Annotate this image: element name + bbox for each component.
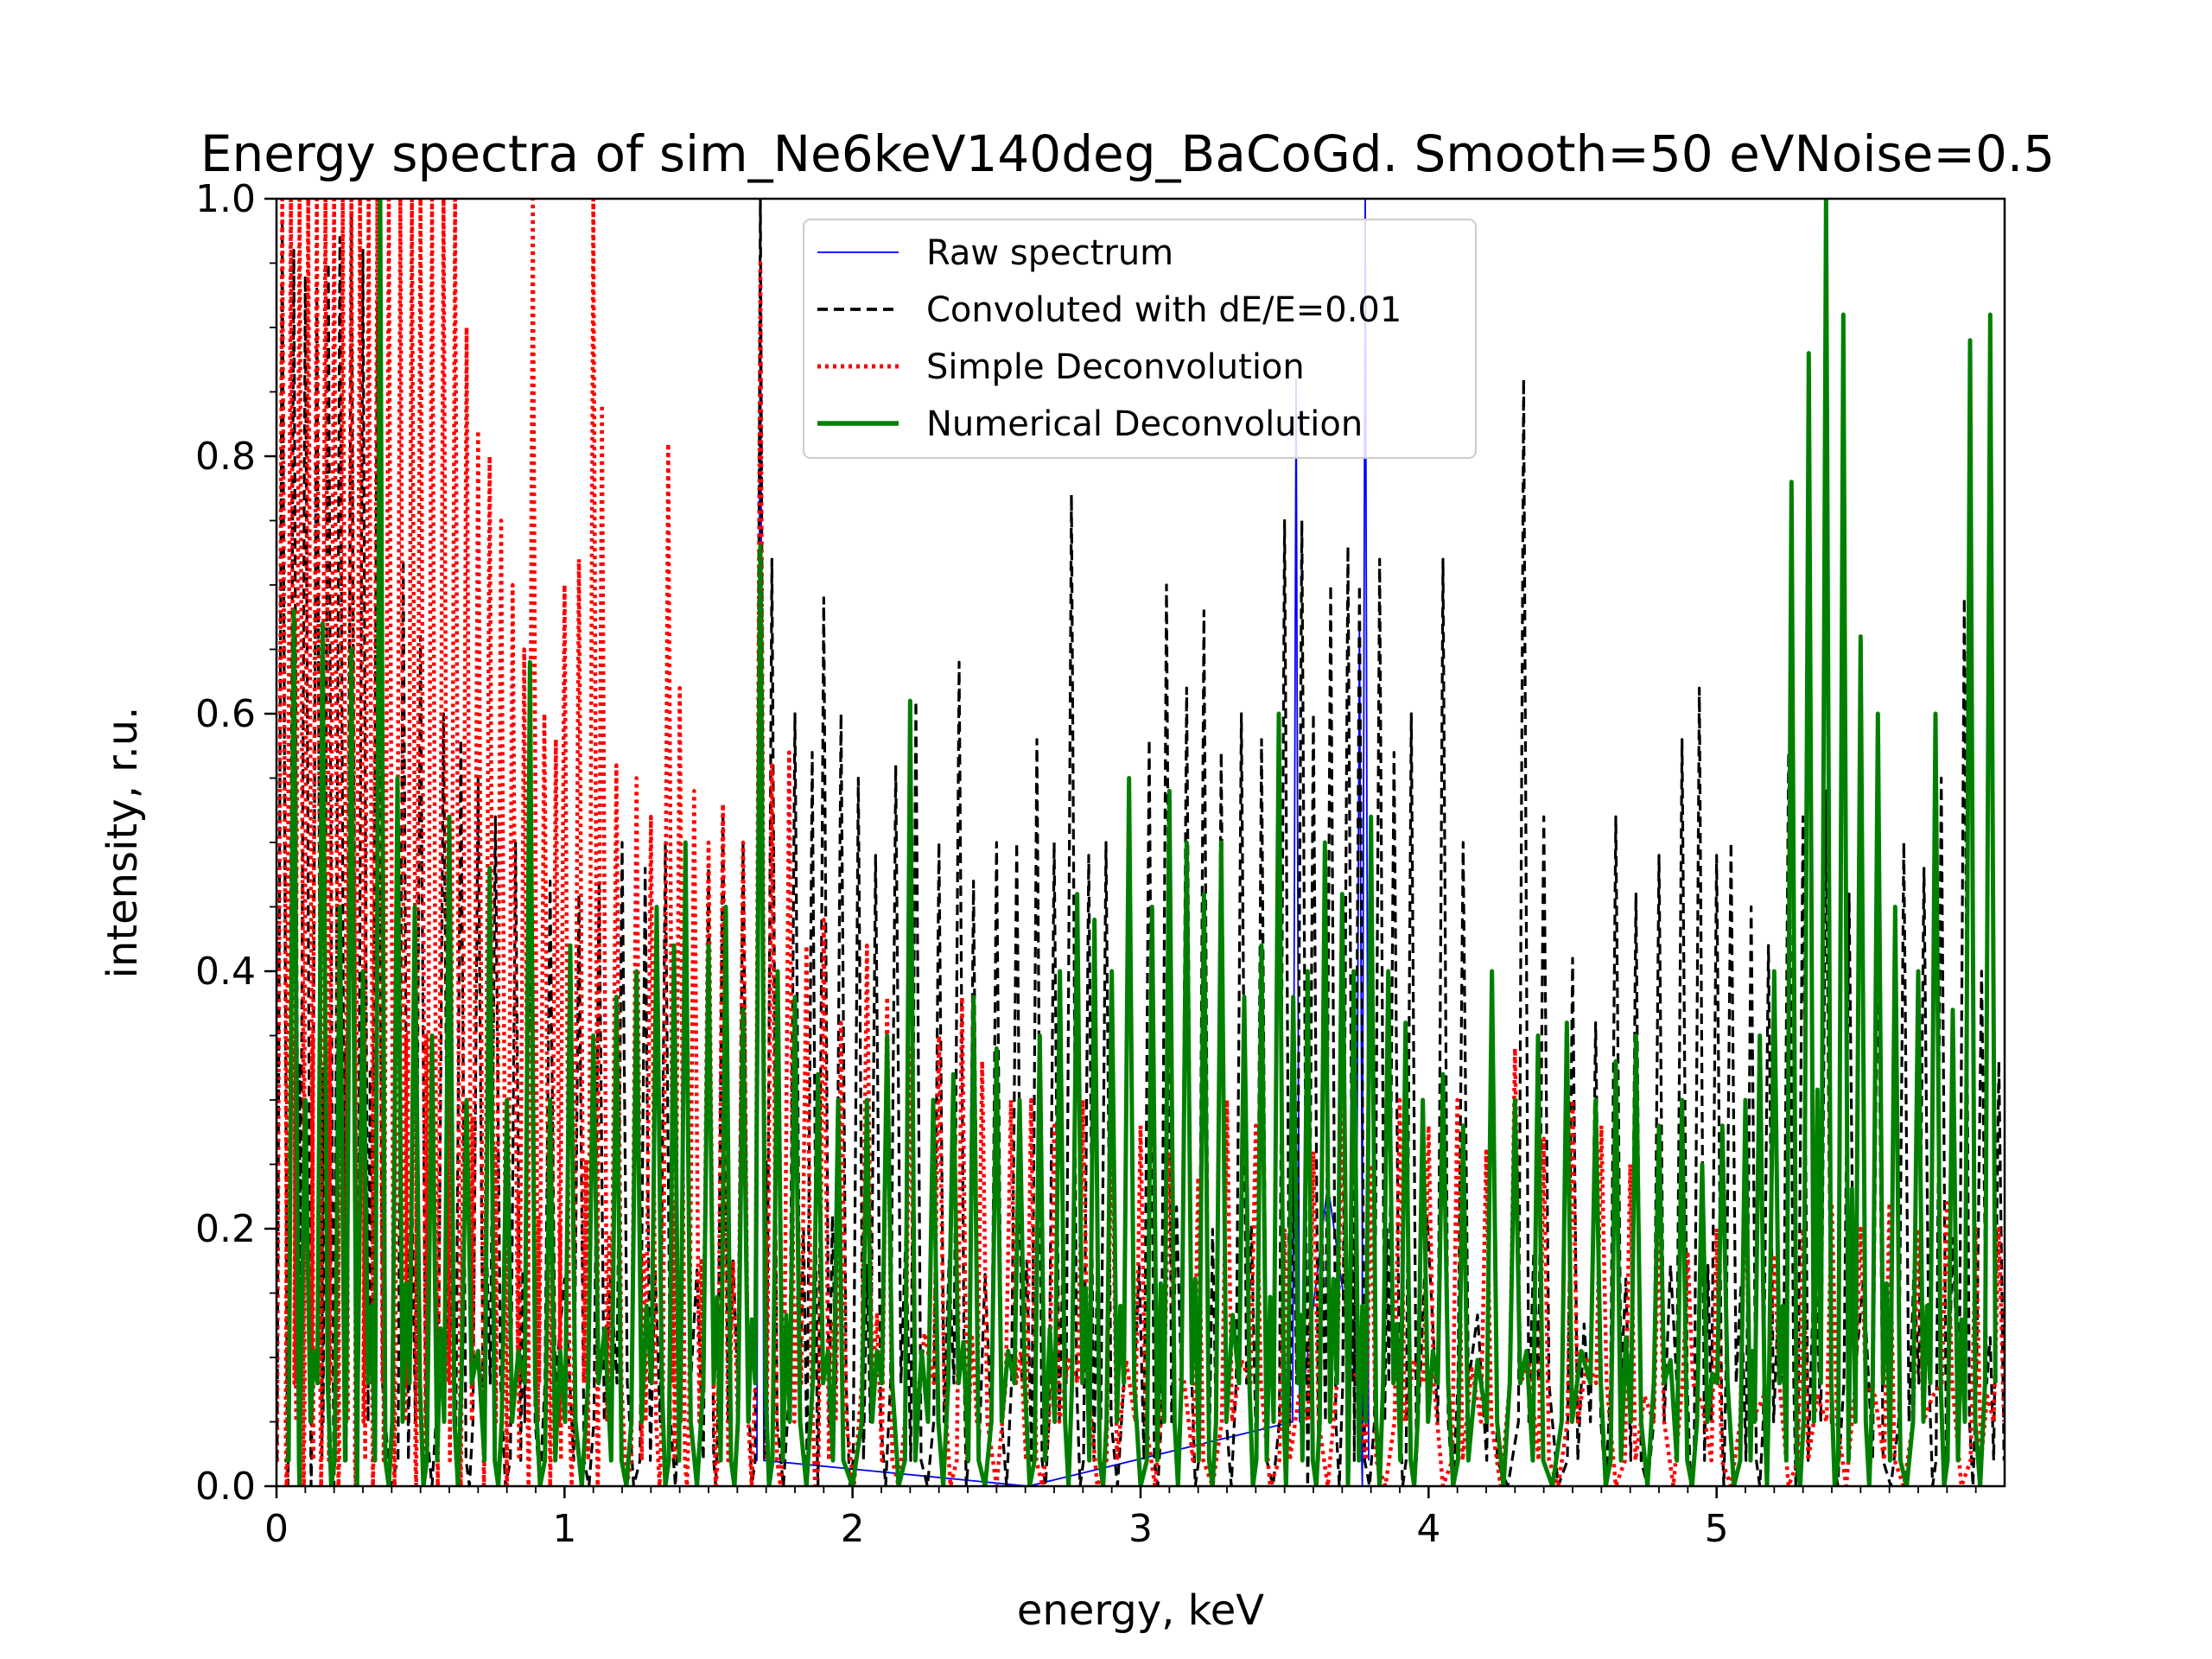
x-tick-label: 5 bbox=[1705, 1507, 1729, 1551]
series-layer bbox=[276, 199, 2005, 1486]
x-axis: 0 1 2 3 4 5 bbox=[264, 1486, 1977, 1551]
legend-label: Convoluted with dE/E=0.01 bbox=[926, 290, 1402, 330]
x-axis-label: energy, keV bbox=[1017, 1586, 1264, 1635]
y-axis-label: intensity, r.u. bbox=[99, 707, 147, 979]
legend: Raw spectrum Convoluted with dE/E=0.01 Sim… bbox=[803, 219, 1477, 459]
y-axis: 0.0 0.2 0.4 0.6 0.8 1.0 bbox=[195, 177, 276, 1509]
legend-label: Simple Deconvolution bbox=[926, 347, 1305, 387]
y-tick-label: 1.0 bbox=[195, 177, 256, 221]
x-tick-label: 4 bbox=[1416, 1507, 1440, 1551]
y-tick-label: 0.8 bbox=[195, 435, 256, 479]
y-tick-label: 0.6 bbox=[195, 692, 256, 736]
y-tick-label: 0.4 bbox=[195, 950, 256, 994]
x-tick-label: 1 bbox=[552, 1507, 576, 1551]
series-line-3 bbox=[285, 199, 1998, 1486]
y-tick-label: 0.2 bbox=[195, 1207, 256, 1251]
series-line-2 bbox=[276, 199, 2005, 1486]
y-tick-label: 0.0 bbox=[195, 1465, 256, 1509]
legend-label: Raw spectrum bbox=[926, 233, 1173, 273]
x-tick-label: 3 bbox=[1128, 1507, 1153, 1551]
legend-box bbox=[803, 219, 1477, 459]
legend-label: Numerical Deconvolution bbox=[926, 404, 1363, 444]
x-tick-label: 2 bbox=[841, 1507, 865, 1551]
chart-title: Energy spectra of sim_Ne6keV140deg_BaCoG… bbox=[200, 124, 2055, 183]
x-tick-label: 0 bbox=[264, 1507, 289, 1551]
